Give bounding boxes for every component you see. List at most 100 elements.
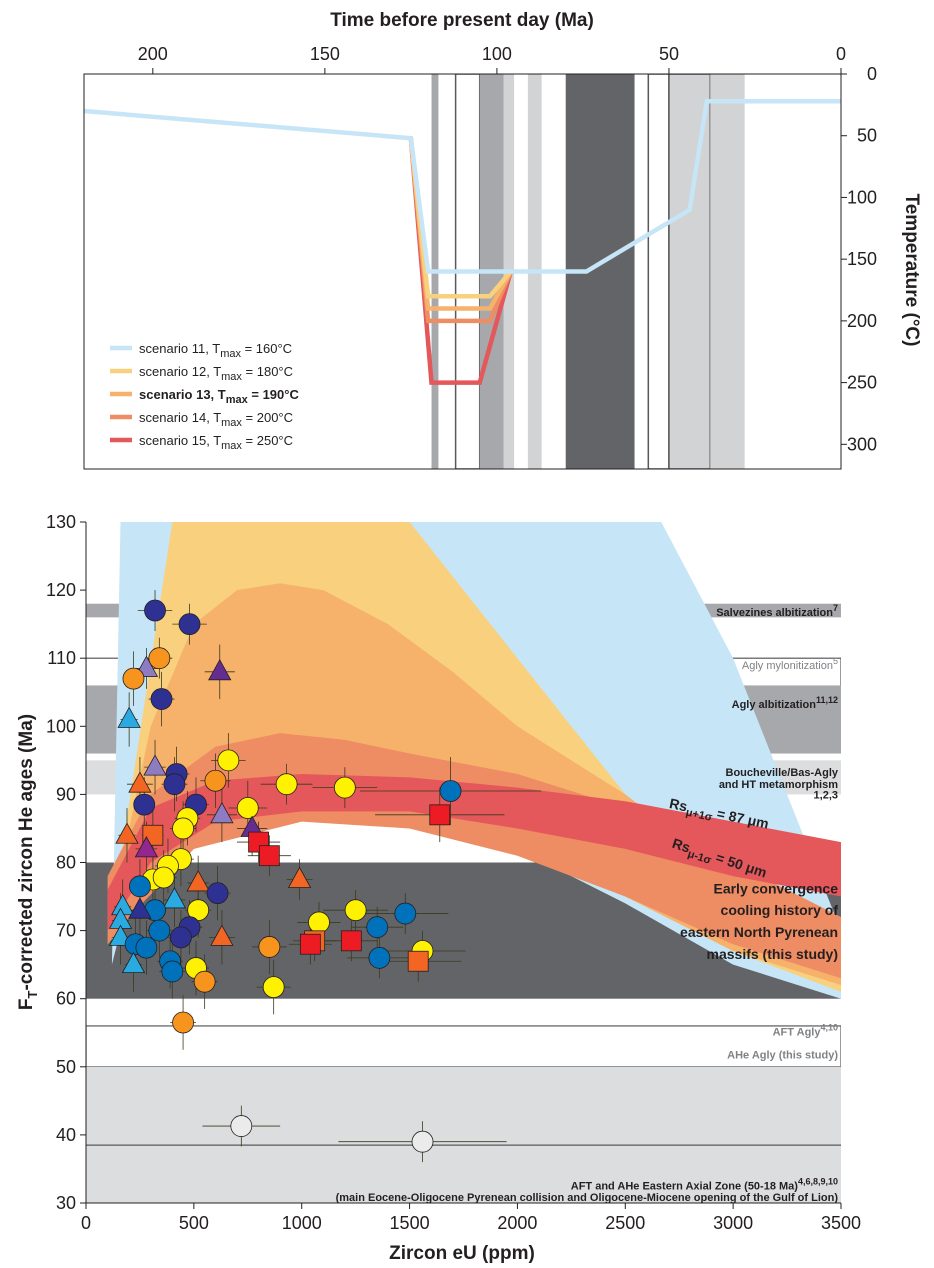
annotation-line: cooling history of [721, 902, 839, 918]
legend-label-name: scenario 14, T [139, 410, 221, 425]
top-x-tick-label: 150 [310, 44, 340, 64]
y-title-main: F [16, 998, 37, 1010]
model-envelopes [107, 522, 841, 999]
data-point-triangle [210, 924, 234, 946]
data-point-circle [275, 773, 298, 796]
legend-label-name: scenario 15, T [139, 433, 221, 448]
data-point-square [340, 930, 362, 952]
legend-label-suffix: = 190°C [248, 387, 300, 402]
data-point-circle [150, 688, 173, 710]
top-y-tick-label: 100 [847, 187, 877, 207]
data-point-circle [366, 916, 389, 939]
top-scenario-paths [84, 98, 841, 385]
data-point-triangle [121, 951, 146, 974]
bottom-x-tick-label: 0 [81, 1213, 91, 1233]
band-label-text: Boucheville/Bas-Agly [726, 767, 839, 779]
band-label: Agly mylonitization5 [742, 656, 838, 672]
data-point-circle [144, 599, 166, 622]
data-point-triangle [117, 706, 141, 728]
legend-label-sub: max [221, 417, 242, 429]
band-label-sup: 7 [833, 603, 838, 613]
top-y-tick-label: 200 [847, 311, 877, 331]
data-points [108, 590, 542, 1163]
annotation-line: eastern North Pyrenean [680, 924, 838, 940]
bottom-y-tick-label: 110 [47, 648, 76, 668]
top-x-tick-label: 50 [659, 44, 679, 64]
data-point-circle [161, 960, 184, 983]
data-point-circle [163, 773, 186, 796]
legend-label-sub: max [221, 371, 242, 383]
data-point-circle [129, 875, 151, 898]
data-point-circle [193, 970, 216, 993]
band-label: AFT Agly4,10 [773, 1022, 838, 1038]
top-shaded-periods [431, 74, 745, 469]
bottom-x-axis: 0 500 1000 1500 2000 2500 3000 3500 [81, 1203, 861, 1233]
bottom-y-tick-label: 60 [56, 989, 76, 1009]
data-point-circle [170, 926, 192, 949]
temperature-time-panel: Time before present day (Ma) 200 150 100 50… [83, 10, 922, 470]
top-x-axis: 200 150 100 50 0 [138, 44, 846, 74]
data-point-circle [135, 936, 158, 959]
bottom-y-tick-label: 100 [46, 716, 76, 736]
data-point-circle [148, 647, 171, 670]
data-point-square [407, 950, 429, 972]
time-period-band [710, 74, 745, 469]
bottom-x-tick-label: 3500 [821, 1213, 861, 1233]
data-point-circle [368, 946, 391, 969]
data-point-triangle [287, 866, 312, 888]
data-point-circle [258, 936, 281, 958]
bottom-x-tick-label: 2500 [605, 1213, 645, 1233]
data-point-circle [333, 776, 356, 799]
legend-label-sub: max [226, 394, 249, 406]
data-point-circle [133, 793, 156, 816]
data-point-triangle [128, 897, 152, 919]
band-label-text: Agly mylonitization [742, 660, 833, 672]
data-point-circle [236, 797, 259, 819]
band-label: Boucheville/Bas-Agly [726, 767, 839, 779]
top-y-tick-label: 150 [847, 249, 877, 269]
legend-label: scenario 14, Tmax = 200°C [139, 410, 293, 429]
band-label: 1,2,3 [814, 789, 838, 801]
bottom-y-tick-label: 120 [46, 580, 76, 600]
top-x-tick-label: 0 [836, 44, 846, 64]
data-point-circle [178, 613, 201, 636]
top-y-axis: 0 50 100 150 200 250 300 [841, 64, 877, 454]
data-point-circle [217, 749, 240, 772]
bottom-y-tick-label: 40 [56, 1125, 76, 1145]
data-point-circle [394, 902, 417, 925]
rs-label-main: Rs [670, 835, 692, 856]
time-period-band [668, 74, 711, 469]
model-envelope [107, 774, 841, 931]
band-label: AFT and AHe Eastern Axial Zone (50-18 Ma… [571, 1176, 838, 1192]
top-y-tick-label: 0 [867, 64, 877, 84]
top-y-tick-label: 50 [857, 126, 877, 146]
band-label: AHe Agly (this study) [727, 1050, 838, 1062]
bottom-y-axis-title: FT-corrected zircon He ages (Ma) [16, 714, 40, 1010]
band-label-text: Agly albitization [732, 699, 817, 711]
bottom-y-tick-label: 50 [56, 1057, 76, 1077]
convergence-annotation: Early convergence cooling history of easte… [680, 880, 838, 961]
bottom-x-tick-label: 500 [179, 1213, 209, 1233]
data-point-circle [411, 1130, 434, 1153]
band-label-sup: 4,6,8,9,10 [798, 1176, 838, 1186]
band-label-sup: 11,12 [816, 695, 838, 705]
data-point-triangle [186, 870, 210, 892]
legend-label: scenario 11, Tmax = 160°C [139, 341, 292, 360]
data-point-square [299, 933, 321, 955]
top-x-tick-label: 100 [482, 44, 512, 64]
top-plot-frame [83, 73, 842, 470]
bottom-y-tick-label: 90 [56, 784, 76, 804]
data-point-circle [204, 769, 227, 792]
band-label-text: Salvezines albitization [716, 607, 833, 619]
legend-label-name: scenario 11, T [139, 341, 220, 356]
legend-label-suffix: = 160°C [241, 341, 292, 356]
bottom-x-tick-label: 1500 [390, 1213, 430, 1233]
legend-label: scenario 12, Tmax = 180°C [139, 364, 293, 383]
band-label-sup: 4,10 [820, 1022, 838, 1032]
bottom-y-axis: 30 40 50 60 70 80 90 100 110 120 130 [46, 512, 86, 1213]
legend-label-sub: max [220, 348, 241, 360]
band-labels: Salvezines albitization7 Agly mylonitizat… [336, 603, 839, 1204]
data-point-triangle [162, 887, 187, 909]
